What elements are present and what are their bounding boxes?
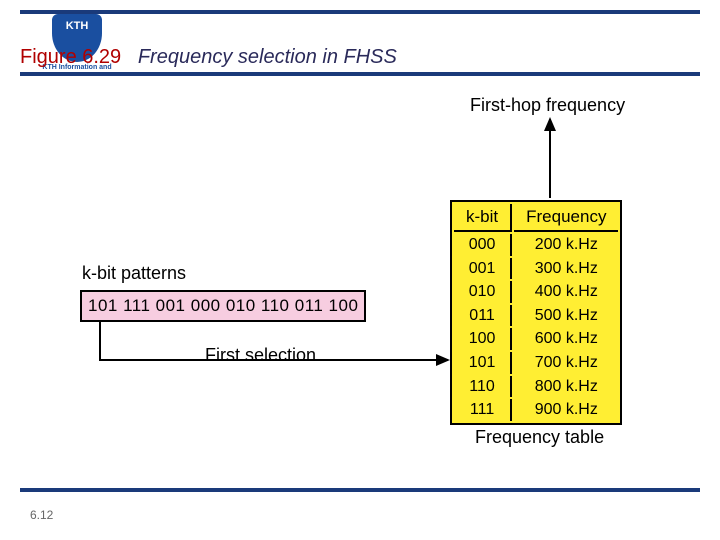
diagram-arrows [50, 95, 670, 465]
logo-text: KTH [52, 14, 102, 32]
arrow-first-selection [100, 322, 448, 360]
diagram-area: First-hop frequency k-bit patterns 101 1… [50, 95, 670, 465]
rule-top [20, 10, 700, 14]
figure-text: Frequency selection in FHSS [138, 46, 397, 68]
page-number: 6.12 [30, 508, 53, 522]
figure-title: Figure 6.29 Frequency selection in FHSS [20, 46, 397, 69]
rule-bottom [20, 488, 700, 492]
figure-number: Figure 6.29 [20, 46, 121, 68]
rule-under-title [20, 72, 700, 76]
